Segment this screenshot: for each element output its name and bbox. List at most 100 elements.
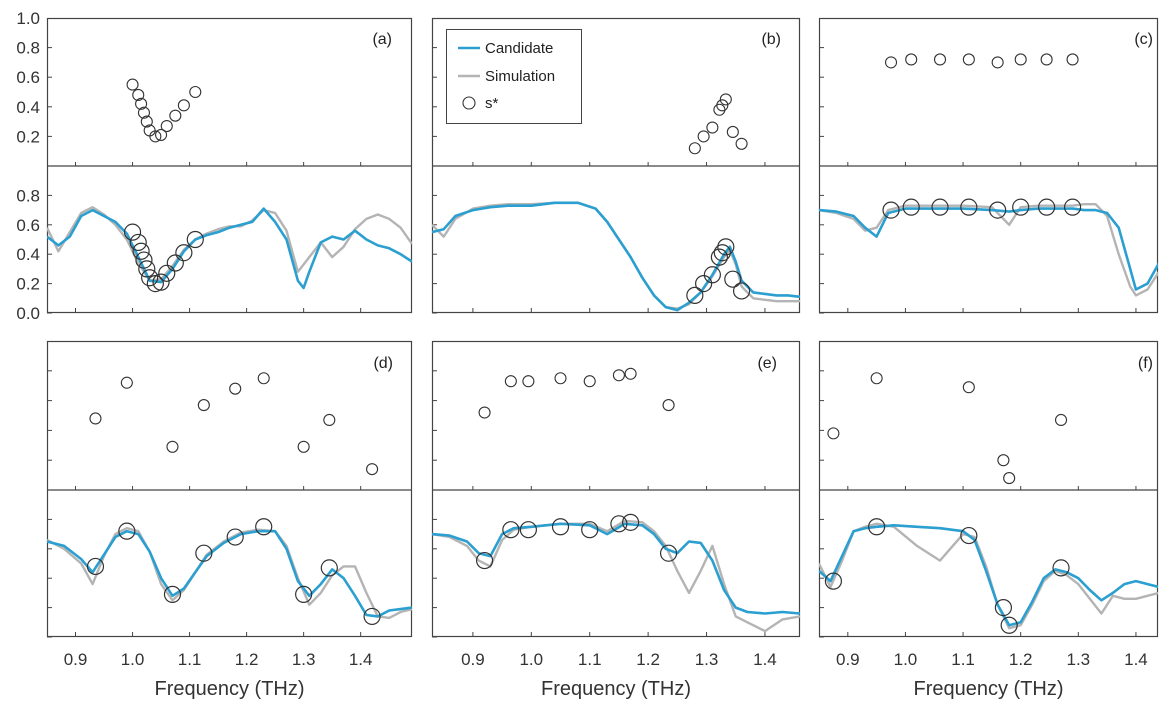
panel-f-sstar-point-bottom — [960, 526, 978, 545]
panel-c-sstar-point-top — [933, 53, 947, 66]
panel-d-xtick-label: 1.1 — [178, 650, 202, 669]
panel-b-sstar-point-top — [726, 125, 739, 139]
panel-c-sstar-point-top — [1066, 53, 1079, 66]
panel-d-xtick-label: 0.9 — [64, 650, 88, 669]
panel-d-sstar-point-bottom — [320, 559, 338, 577]
panel-c-sstar-point-top — [1040, 53, 1053, 66]
panel-c-group — [818, 17, 1159, 314]
panel-e-xtick-label: 1.2 — [636, 650, 660, 669]
panel-d-sstar-point-top — [166, 440, 179, 453]
panel-a-candidate-line — [47, 207, 412, 290]
panel-a-ytick-label-bottom: 0.0 — [16, 304, 40, 323]
panel-d-sstar-point-bottom — [118, 522, 136, 540]
panel-a-sstar-point-top — [169, 109, 182, 122]
panel-e-sstar-point-bottom — [622, 513, 640, 531]
panel-d-sstar-point-bottom — [195, 544, 213, 562]
panel-a-ytick-label-bottom: 0.4 — [16, 245, 40, 264]
panel-d-xtick-label: 1.3 — [292, 650, 316, 669]
panel-d-sstar-point-bottom — [226, 528, 244, 546]
panel-f-xtick-label: 1.4 — [1124, 650, 1148, 669]
panel-b-sstar-point-bottom — [695, 275, 713, 293]
panel-a-sstar-point-bottom — [166, 254, 184, 272]
panel-d-sstar-point-top — [323, 413, 336, 427]
panel-d-sstar-point-top — [197, 399, 210, 412]
panel-e-xtick-label: 1.4 — [753, 650, 777, 669]
panel-d-sstar-point-top — [297, 440, 310, 453]
panel-b-sstar-point-bottom — [724, 270, 742, 288]
panel-a-sstar-point-bottom — [132, 242, 150, 260]
panel-c-sstar-point-bottom — [1038, 198, 1056, 216]
panel-b-sstar-point-bottom — [717, 238, 735, 256]
panel-a-sstar-point-top — [189, 85, 202, 99]
panel-b-candidate-line — [432, 201, 800, 312]
legend-candidate-label: Candidate — [485, 40, 553, 57]
panel-a-sstar-point-top — [140, 115, 153, 128]
panel-d-simulation-line — [47, 527, 412, 620]
panel-f-sstar-point-bottom — [994, 598, 1013, 617]
panel-e-sstar-point-top — [624, 367, 637, 380]
panel-e-sstar-point-bottom — [610, 515, 628, 533]
panel-a-sstar-point-bottom — [146, 275, 164, 293]
panel-d-label: (d) — [373, 355, 393, 372]
panel-a-sstar-point-bottom — [129, 233, 147, 252]
panel-e-sstar-point-bottom — [502, 521, 520, 539]
panel-f-frame — [818, 340, 1159, 638]
panel-f-sstar-point-top — [870, 372, 883, 385]
legend-sstar-label: s* — [485, 95, 499, 112]
panel-c-sstar-point-bottom — [882, 201, 900, 219]
panel-e-sstar-point-top — [504, 375, 517, 388]
panel-f-sstar-point-top — [1054, 413, 1068, 427]
panel-f-group — [818, 340, 1159, 638]
panel-d-sstar-point-bottom — [86, 557, 105, 576]
panel-b-sstar-point-top — [688, 142, 701, 155]
panel-d-sstar-point-top — [229, 382, 242, 395]
panel-a-simulation-line — [47, 206, 412, 282]
panel-e-candidate-line — [432, 522, 800, 615]
legend — [446, 29, 582, 124]
panel-f-xtick-label: 0.9 — [836, 650, 860, 669]
panel-a-sstar-point-bottom — [141, 269, 159, 287]
panel-b-sstar-point-top — [706, 121, 719, 134]
panel-c-candidate-line — [819, 207, 1158, 291]
panel-e-sstar-point-bottom — [551, 518, 570, 536]
panel-a-sstar-point-top — [155, 128, 168, 141]
panel-a-sstar-point-bottom — [158, 264, 176, 282]
panel-c-sstar-point-bottom — [902, 198, 920, 216]
panel-a-ytick-label-bottom: 0.6 — [16, 216, 40, 235]
panel-b-sstar-point-bottom — [686, 286, 704, 304]
panel-a-ytick-label-top: 0.2 — [16, 127, 40, 146]
panel-d-group — [46, 340, 413, 638]
panel-e-sstar-point-bottom — [475, 551, 494, 570]
panel-e-xtick-label: 1.3 — [695, 650, 719, 669]
panel-b-sstar-point-top — [697, 130, 710, 143]
panel-d-xaxis-title: Frequency (THz) — [154, 678, 304, 700]
panel-c-sstar-point-bottom — [1063, 198, 1082, 216]
panel-d-candidate-line — [47, 529, 412, 618]
panel-b-sstar-point-top — [735, 137, 748, 150]
panel-f-sstar-point-top — [962, 381, 975, 394]
panel-c-sstar-point-bottom — [1012, 198, 1030, 216]
panel-d-sstar-point-bottom — [163, 585, 182, 603]
panel-f-sstar-point-bottom — [1000, 616, 1018, 634]
panel-a-ytick-label-bottom: 0.2 — [16, 275, 40, 294]
panel-b-group — [431, 17, 801, 314]
panel-c-sstar-point-bottom — [931, 198, 949, 216]
panel-b-sstar-point-bottom — [710, 248, 728, 266]
panel-b-sstar-point-bottom — [732, 282, 751, 300]
panel-a-group — [46, 17, 413, 314]
panel-f-xtick-label: 1.0 — [894, 650, 918, 669]
panel-e-xtick-label: 0.9 — [461, 650, 485, 669]
panel-a-sstar-point-top — [160, 119, 173, 133]
panel-b-sstar-point-top — [716, 99, 729, 112]
panel-e-sstar-point-top — [583, 375, 596, 388]
panel-c-sstar-point-bottom — [960, 198, 978, 216]
panel-e-xaxis-title: Frequency (THz) — [541, 678, 691, 700]
panel-a-sstar-point-bottom — [175, 244, 193, 262]
panel-f-sstar-point-bottom — [868, 518, 886, 536]
panel-c-sstar-point-top — [1014, 53, 1027, 66]
panel-a-label: (a) — [372, 31, 392, 48]
panel-d-sstar-point-top — [366, 463, 379, 476]
panel-c-sstar-point-top — [884, 56, 898, 69]
panel-e-label: (e) — [757, 355, 777, 372]
panel-e-xtick-label: 1.1 — [578, 650, 602, 669]
